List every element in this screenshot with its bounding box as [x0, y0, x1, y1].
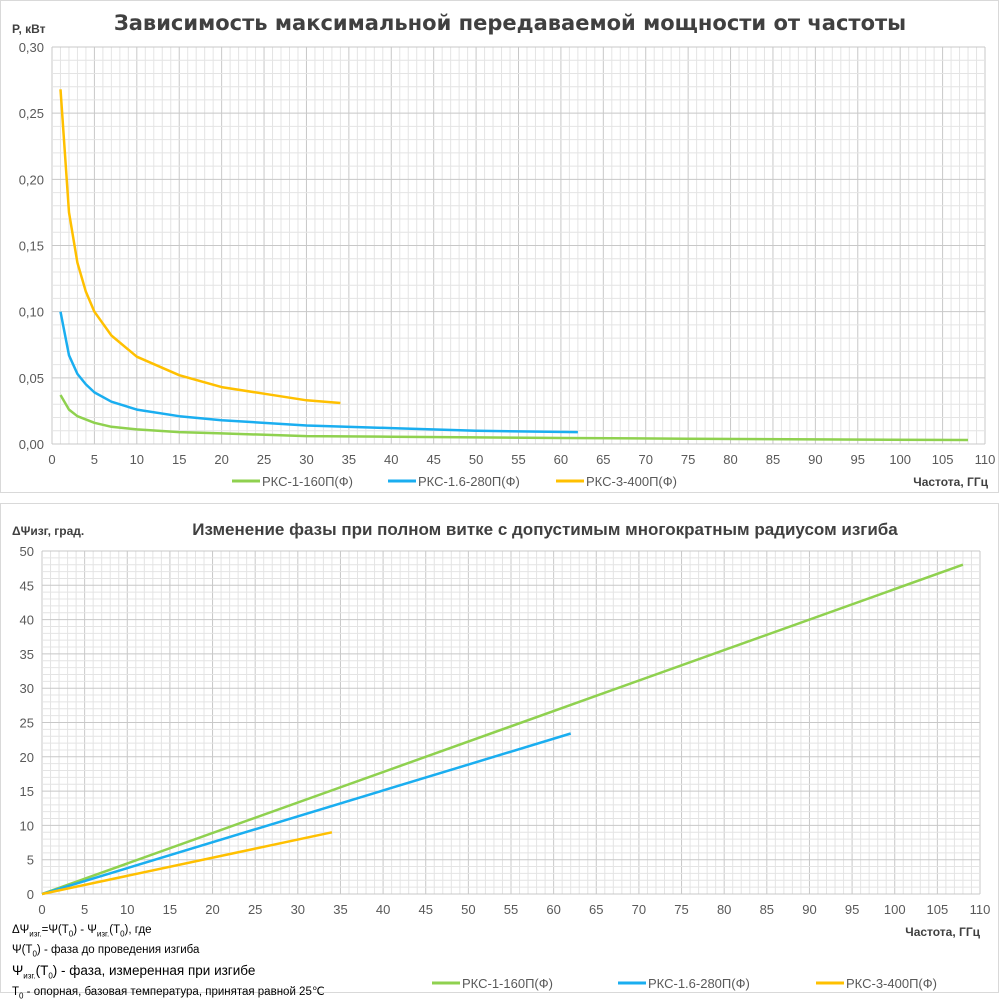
chart2-ylabel: ΔΨизг, град.	[12, 524, 84, 538]
x-tick-label: 35	[342, 452, 356, 467]
x-tick-label: 10	[130, 452, 144, 467]
x-tick-label: 110	[970, 902, 991, 917]
x-tick-label: 25	[248, 902, 262, 917]
chart1-ylabel: P, кВт	[12, 22, 46, 36]
legend-label: РКС-1-160П(Ф)	[462, 976, 553, 991]
x-tick-label: 15	[172, 452, 186, 467]
series-line	[59, 89, 341, 405]
x-tick-label: 10	[120, 902, 134, 917]
x-tick-label: 40	[384, 452, 398, 467]
legend-label: РКС-3-400П(Ф)	[846, 976, 937, 991]
chart2-title: Изменение фазы при полном витке с допуст…	[192, 520, 898, 539]
y-tick-label: 35	[20, 647, 34, 662]
y-tick-label: 0,30	[19, 40, 44, 55]
x-tick-label: 95	[851, 452, 865, 467]
x-tick-label: 65	[596, 452, 610, 467]
x-tick-label: 110	[975, 452, 996, 467]
chart1-plot: 0 5 10 15 20 25 30 35 40 45 50 55 60 65 70 75 80 85 90 95 10…	[19, 40, 996, 489]
y-tick-label: 15	[20, 784, 34, 799]
series-line	[59, 311, 578, 434]
y-tick-label: 40	[20, 613, 34, 628]
x-tick-label: 20	[214, 452, 228, 467]
x-tick-label: 45	[418, 902, 432, 917]
x-tick-label: 0	[38, 902, 45, 917]
x-tick-label: 100	[884, 902, 906, 917]
x-tick-label: 60	[554, 452, 568, 467]
note-line: ΔΨизг.=Ψ(T0) - Ψизг.(T0), где	[12, 924, 152, 939]
chart2-plot: 0 5 10 15 20 25 30 35 40 45 50 55 60 65 70 75 80 85 90 95 10…	[20, 544, 991, 991]
y-tick-label: 5	[27, 853, 34, 868]
y-tick-label: 0,25	[19, 106, 44, 121]
note-line: Ψизг.(T0) - фаза, измеренная при изгибе	[12, 962, 256, 981]
y-tick-label: 20	[20, 750, 34, 765]
x-tick-label: 80	[717, 902, 731, 917]
x-tick-label: 30	[299, 452, 313, 467]
x-tick-label: 85	[766, 452, 780, 467]
x-tick-label: 105	[927, 902, 949, 917]
y-tick-label: 0	[27, 887, 34, 902]
y-tick-label: 10	[20, 818, 34, 833]
legend-label: РКС-1-160П(Ф)	[262, 474, 353, 489]
x-tick-label: 25	[257, 452, 271, 467]
x-tick-label: 0	[48, 452, 55, 467]
series-line	[41, 831, 333, 896]
y-tick-label: 0,15	[19, 239, 44, 254]
x-tick-label: 20	[205, 902, 219, 917]
chart1-title: Зависимость максимальной передаваемой мо…	[114, 11, 906, 35]
legend-label: РКС-3-400П(Ф)	[586, 474, 677, 489]
x-tick-label: 5	[81, 902, 88, 917]
x-tick-label: 95	[845, 902, 859, 917]
x-tick-label: 70	[632, 902, 646, 917]
x-tick-label: 5	[91, 452, 98, 467]
x-tick-label: 35	[333, 902, 347, 917]
chart2-xlabel: Частота, ГГц	[905, 925, 980, 939]
x-tick-label: 60	[546, 902, 560, 917]
legend-label: РКС-1.6-280П(Ф)	[648, 976, 750, 991]
series-line	[41, 732, 572, 896]
note-line: Ψ(T0) - фаза до проведения изгиба	[12, 944, 200, 959]
x-tick-label: 90	[802, 902, 816, 917]
x-tick-label: 55	[504, 902, 518, 917]
x-tick-label: 50	[461, 902, 475, 917]
x-tick-label: 50	[469, 452, 483, 467]
x-tick-label: 30	[291, 902, 305, 917]
y-tick-label: 25	[20, 716, 34, 731]
legend-label: РКС-1.6-280П(Ф)	[418, 474, 520, 489]
x-tick-label: 105	[932, 452, 954, 467]
x-tick-label: 40	[376, 902, 390, 917]
x-tick-label: 65	[589, 902, 603, 917]
x-tick-label: 75	[681, 452, 695, 467]
y-tick-label: 50	[20, 544, 34, 559]
series-line	[41, 563, 964, 896]
y-tick-label: 45	[20, 578, 34, 593]
x-tick-label: 45	[426, 452, 440, 467]
chart2-border	[0, 503, 999, 993]
x-tick-label: 75	[674, 902, 688, 917]
formula-notes: ΔΨизг.=Ψ(T0) - Ψизг.(T0), где Ψ(T0) - фаз…	[12, 922, 325, 1005]
x-tick-label: 15	[163, 902, 177, 917]
y-tick-label: 0,20	[19, 172, 44, 187]
y-tick-label: 0,10	[19, 305, 44, 320]
note-line: T0 - опорная, базовая температура, приня…	[12, 986, 325, 1001]
chart1-xlabel: Частота, ГГц	[913, 475, 988, 489]
y-tick-label: 0,05	[19, 371, 44, 386]
x-tick-label: 90	[808, 452, 822, 467]
y-tick-label: 30	[20, 681, 34, 696]
x-tick-label: 100	[889, 452, 911, 467]
x-tick-label: 55	[511, 452, 525, 467]
x-tick-label: 85	[760, 902, 774, 917]
x-tick-label: 80	[723, 452, 737, 467]
y-tick-label: 0,00	[19, 437, 44, 452]
series-line	[59, 394, 969, 442]
x-tick-label: 70	[638, 452, 652, 467]
